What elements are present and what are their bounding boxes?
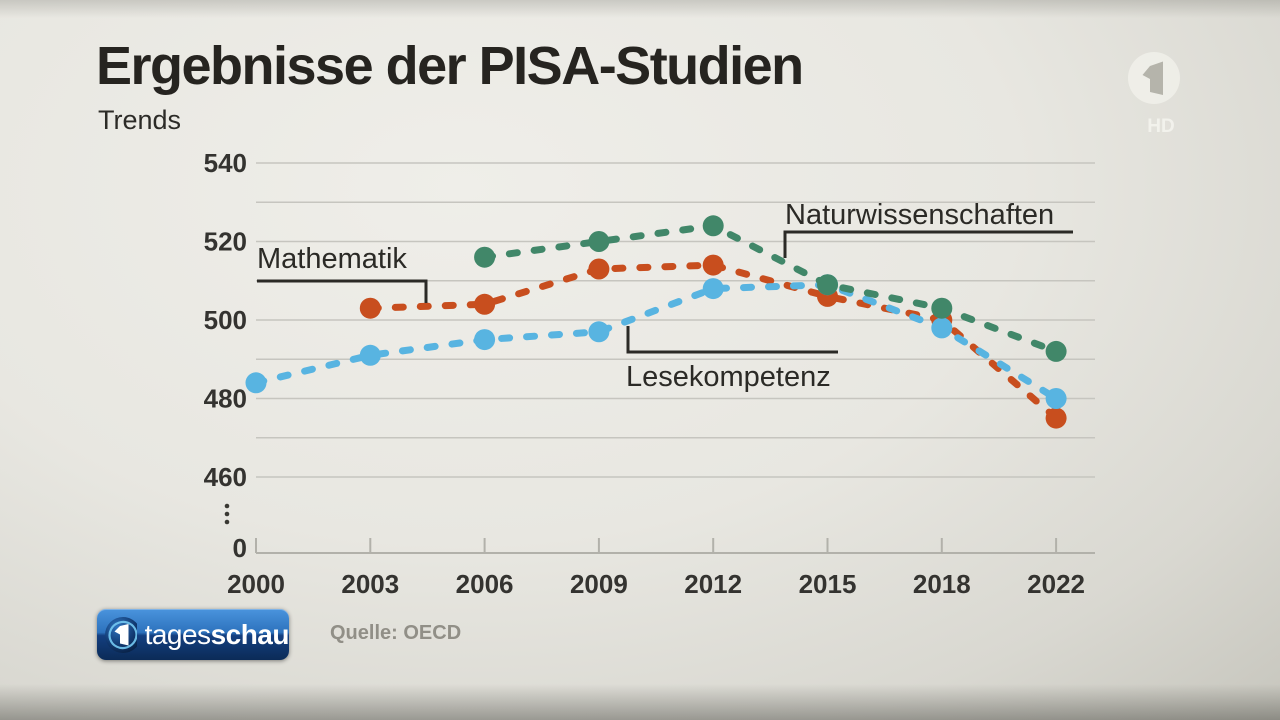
data-point-naturwissenschaften (474, 246, 496, 268)
source-label: Quelle: OECD (330, 622, 462, 644)
logo-text-regular: tages (144, 618, 212, 650)
axis-break-dot (224, 519, 230, 525)
y-axis-label: 460 (204, 462, 247, 492)
y-axis-label: 540 (204, 148, 247, 178)
data-point-naturwissenschaften (931, 297, 953, 319)
data-point-lesekompetenz (588, 321, 610, 343)
annotation-bracket-lesekompetenz (626, 326, 838, 354)
data-point-lesekompetenz (359, 344, 381, 366)
tagesschau-logo: tagesschau (97, 609, 290, 660)
page-title: Ergebnisse der PISA-Studien (96, 36, 804, 96)
series-label-lesekompetenz: Lesekompetenz (626, 361, 831, 393)
chart-subtitle: Trends (98, 105, 182, 135)
data-point-lesekompetenz (474, 329, 496, 351)
data-point-mathematik (1045, 407, 1067, 429)
y-axis-label: 480 (204, 384, 247, 414)
data-point-naturwissenschaften (1045, 340, 1067, 362)
x-axis-label: 2015 (799, 569, 857, 599)
data-point-naturwissenschaften (817, 274, 838, 296)
data-point-mathematik (359, 297, 381, 319)
axis-break-dot (224, 511, 230, 517)
data-point-lesekompetenz (1045, 388, 1067, 409)
x-axis-label: 2006 (456, 569, 514, 599)
y-axis-label: 500 (204, 305, 247, 335)
data-point-mathematik (588, 258, 610, 280)
data-point-naturwissenschaften (588, 231, 610, 252)
ard-one-icon (1142, 61, 1163, 95)
y-axis-label: 520 (204, 227, 247, 257)
series-label-naturwissenschaften: Naturwissenschaften (785, 199, 1054, 231)
x-axis-label: 2000 (227, 569, 285, 599)
x-axis-label: 2012 (684, 569, 742, 599)
series-label-mathematik: Mathematik (257, 243, 407, 275)
annotation-bracket-naturwissenschaften (783, 230, 1073, 258)
channel-watermark: HD (1128, 52, 1180, 137)
data-point-mathematik (702, 254, 724, 276)
tagesschau-wordmark: tagesschau (144, 618, 290, 651)
tagesschau-globe-icon (105, 616, 137, 653)
annotation-bracket-mathematik (257, 279, 428, 303)
x-axis-label: 2022 (1027, 569, 1085, 599)
data-point-naturwissenschaften (702, 215, 724, 237)
data-point-lesekompetenz (931, 317, 953, 339)
x-axis-label: 2003 (341, 569, 399, 599)
x-axis-label: 2009 (570, 569, 628, 599)
hd-badge: HD (1147, 116, 1174, 137)
axis-break-dot (224, 503, 230, 509)
y-axis-zero-label: 0 (233, 533, 247, 563)
data-point-lesekompetenz (702, 278, 724, 300)
series-line-lesekompetenz (252, 281, 1060, 402)
data-point-mathematik (474, 293, 496, 315)
x-axis-label: 2018 (913, 569, 971, 599)
data-point-lesekompetenz (245, 372, 267, 394)
logo-text-bold: schau (210, 618, 290, 650)
